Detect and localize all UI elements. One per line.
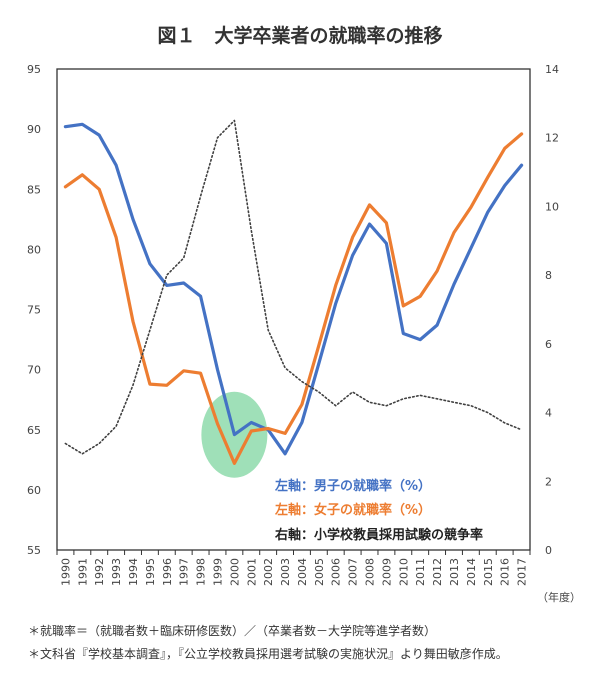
x-tick-label: 2000: [228, 558, 241, 586]
left-axis-tick-label: 80: [27, 243, 41, 256]
x-tick-label: 1993: [110, 558, 123, 586]
legend-entry: 左軸：男子の就職率（%）: [275, 478, 431, 494]
right-axis-tick-label: 2: [545, 475, 552, 488]
series-line-male: [63, 122, 524, 456]
x-tick-label: 2009: [380, 558, 393, 586]
right-axis-tick-label: 8: [545, 269, 552, 282]
right-axis-tick-label: 10: [545, 200, 559, 213]
right-axis-tick-label: 4: [545, 407, 552, 420]
right-axis-tick-label: 12: [545, 132, 559, 145]
x-tick-label: 1990: [59, 558, 72, 586]
left-axis-tick-label: 95: [27, 63, 41, 76]
x-tick-label: 2002: [262, 558, 275, 586]
x-tick-label: 2010: [397, 558, 410, 586]
x-tick-label: 2011: [414, 558, 427, 586]
x-tick-label: 2016: [499, 558, 512, 586]
footnote: ＊文科省『学校基本調査』，『公立学校教員採用選考試験の実施状況』より舞田敏彦作成…: [28, 646, 508, 661]
left-axis-tick-label: 55: [27, 544, 41, 557]
right-axis-tick-label: 14: [545, 63, 559, 76]
plot-frame: [56, 68, 531, 551]
x-tick-label: 1992: [93, 558, 106, 586]
x-tick-label: 2001: [245, 558, 258, 586]
chart-title: 図１ 大学卒業者の就職率の推移: [157, 24, 442, 47]
left-axis-tick-label: 65: [27, 424, 41, 437]
x-tick-label: 2017: [516, 558, 529, 586]
x-tick-label: 1999: [211, 558, 224, 586]
legend-entry: 左軸：女子の就職率（%）: [275, 502, 431, 518]
x-tick-label: 1997: [178, 558, 191, 586]
x-tick-label: 2014: [465, 558, 478, 586]
left-axis-tick-label: 75: [27, 304, 41, 317]
x-tick-label: 2003: [279, 558, 292, 586]
footnote: ＊就職率＝（就職者数＋臨床研修医数）／（卒業者数－大学院等進学者数）: [28, 623, 436, 638]
left-axis-tick-label: 70: [27, 364, 41, 377]
right-axis-tick-label: 6: [545, 338, 552, 351]
series-line-competition-rate: [64, 119, 523, 455]
x-tick-label: 2008: [364, 558, 377, 586]
series-line-female: [63, 132, 524, 465]
left-axis-tick-label: 60: [27, 484, 41, 497]
x-tick-label: 2007: [347, 558, 360, 586]
x-tick-label: 1995: [144, 558, 157, 586]
x-tick-label: 1998: [195, 558, 208, 586]
x-tick-label: 2015: [482, 558, 495, 586]
x-tick-label: 2013: [448, 558, 461, 586]
left-axis-tick-label: 85: [27, 183, 41, 196]
x-tick-label: 1994: [127, 558, 140, 586]
x-tick-label: 1991: [76, 558, 89, 586]
x-tick-label: 2004: [296, 558, 309, 586]
x-axis-unit: （年度）: [537, 590, 581, 604]
x-tick-label: 1996: [161, 558, 174, 586]
x-tick-label: 2012: [431, 558, 444, 586]
x-tick-label: 2005: [313, 558, 326, 586]
right-axis-tick-label: 0: [545, 544, 552, 557]
legend-entry: 右軸：小学校教員採用試験の競争率: [274, 527, 483, 543]
left-axis-tick-label: 90: [27, 123, 41, 136]
x-tick-label: 2006: [330, 558, 343, 586]
